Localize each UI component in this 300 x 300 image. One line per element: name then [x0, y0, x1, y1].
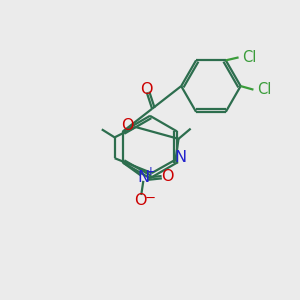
- Text: N: N: [138, 170, 150, 185]
- Text: +: +: [146, 165, 155, 178]
- Text: O: O: [134, 194, 146, 208]
- Text: N: N: [175, 150, 187, 165]
- Text: Cl: Cl: [257, 82, 272, 97]
- Text: O: O: [161, 169, 173, 184]
- Text: Cl: Cl: [242, 50, 256, 65]
- Text: O: O: [140, 82, 152, 97]
- Text: −: −: [144, 192, 155, 205]
- Text: O: O: [121, 118, 133, 133]
